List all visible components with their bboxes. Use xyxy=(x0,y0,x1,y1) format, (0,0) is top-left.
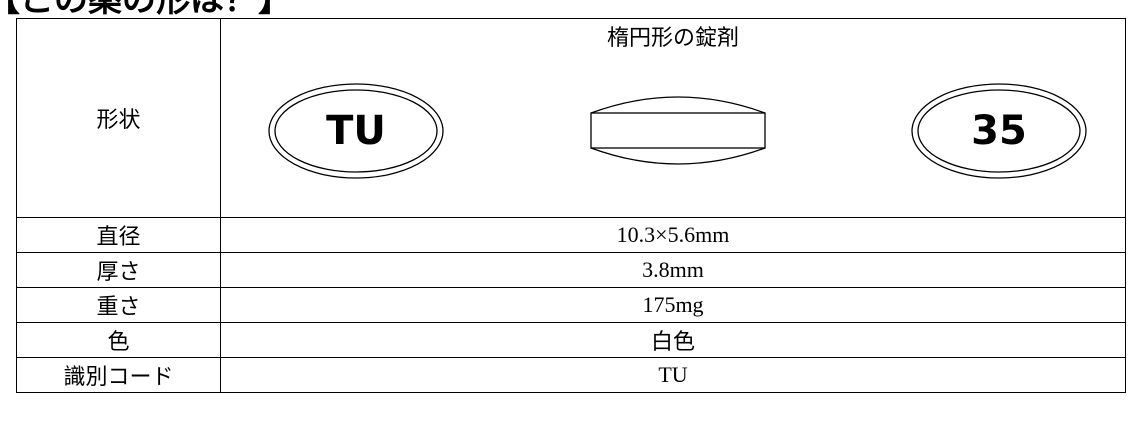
row-label: 重さ xyxy=(16,287,221,323)
spec-row: 色白色 xyxy=(16,322,1126,358)
row-label: 厚さ xyxy=(16,252,221,288)
row-value: 3.8mm xyxy=(220,252,1126,288)
row-label: 識別コード xyxy=(16,357,221,393)
row-value: 白色 xyxy=(220,322,1126,358)
row-value: TU xyxy=(220,357,1126,393)
side-view xyxy=(590,96,766,165)
tablet-drawings: TU 35 xyxy=(268,83,1087,179)
row-label: 形状 xyxy=(16,18,221,218)
spec-row: 直径 10.3×5.6mm xyxy=(16,217,1126,253)
front-view: TU xyxy=(268,83,444,179)
shape-caption: 楕円形の錠剤 xyxy=(606,25,739,50)
spec-row: 厚さ 3.8mm xyxy=(16,252,1126,288)
row-value: 10.3×5.6mm xyxy=(220,217,1126,253)
back-mark: 35 xyxy=(971,108,1027,154)
row-label: 直径 xyxy=(16,217,221,253)
spec-row: 重さ 175mg xyxy=(16,287,1126,323)
row-label: 色 xyxy=(16,322,221,358)
shape-cell: 楕円形の錠剤 TU 35 xyxy=(220,18,1126,218)
spec-table: 形状 楕円形の錠剤 TU 35 xyxy=(16,18,1126,393)
heading: 【この薬の形は？】 xyxy=(0,0,292,20)
row-value: 175mg xyxy=(220,287,1126,323)
front-mark: TU xyxy=(326,108,386,154)
back-view: 35 xyxy=(911,83,1087,179)
spec-row: 識別コード TU xyxy=(16,357,1126,393)
shape-row: 形状 楕円形の錠剤 TU 35 xyxy=(16,18,1126,218)
